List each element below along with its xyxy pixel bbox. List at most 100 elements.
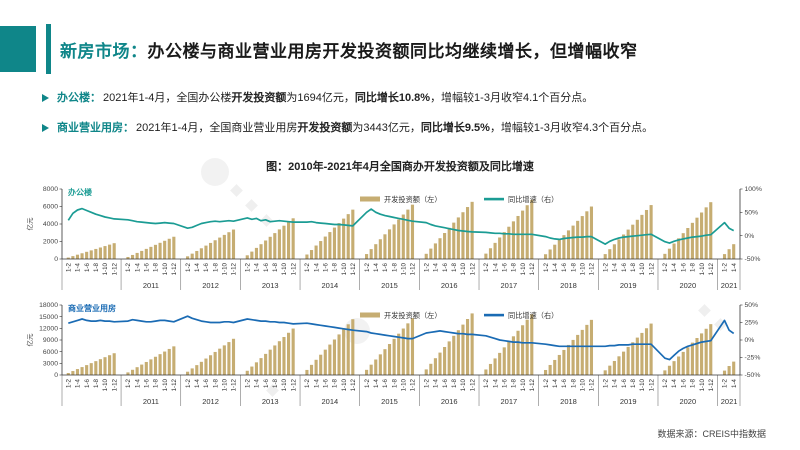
svg-text:1-6: 1-6 — [322, 262, 329, 272]
year-label: 2017 — [500, 281, 517, 290]
year-label: 2012 — [202, 281, 219, 290]
year-label: 2015 — [381, 281, 398, 290]
svg-text:1-4: 1-4 — [552, 378, 559, 388]
svg-text:1-12: 1-12 — [648, 262, 655, 275]
left-axis-tick: 12000 — [39, 326, 58, 333]
svg-text:1-12: 1-12 — [589, 378, 596, 391]
svg-text:1-4: 1-4 — [75, 378, 82, 388]
right-axis-tick: 25% — [745, 320, 759, 327]
svg-text:1-6: 1-6 — [84, 262, 91, 272]
bullet-text-segment: 为3443亿元， — [352, 122, 421, 134]
svg-text:1-4: 1-4 — [612, 378, 619, 388]
svg-text:1-4: 1-4 — [254, 262, 261, 272]
svg-text:1-4: 1-4 — [373, 262, 380, 272]
svg-text:1-12: 1-12 — [648, 378, 655, 391]
svg-text:1-2: 1-2 — [602, 378, 609, 388]
svg-text:1-10: 1-10 — [281, 262, 288, 275]
svg-text:1-12: 1-12 — [171, 378, 178, 391]
figure-title: 图：2010年-2021年4月全国商办开发投资额及同比增速 — [266, 161, 534, 173]
commercial-investment-chart: 1-2 1-4 1-6 1-8 1-10 1-12 1-2 1-4 1-6 1-8 1-10 1-12… — [25, 302, 760, 406]
svg-text:1-2: 1-2 — [304, 262, 311, 272]
svg-text:1-10: 1-10 — [639, 378, 646, 391]
svg-text:1-10: 1-10 — [699, 378, 706, 391]
left-axis-unit: 亿元 — [25, 333, 34, 347]
page-title-badge: 新房市场： — [60, 42, 148, 61]
svg-text:1-12: 1-12 — [589, 262, 596, 275]
year-label: 2020 — [679, 397, 696, 406]
svg-text:1-2: 1-2 — [722, 378, 729, 388]
svg-text:1-8: 1-8 — [212, 378, 219, 388]
svg-text:1-8: 1-8 — [451, 378, 458, 388]
svg-text:1-4: 1-4 — [373, 378, 380, 388]
svg-text:1-6: 1-6 — [442, 262, 449, 272]
svg-text:1-4: 1-4 — [671, 378, 678, 388]
svg-text:1-4: 1-4 — [75, 262, 82, 272]
svg-text:1-10: 1-10 — [102, 378, 109, 391]
left-axis-tick: 2000 — [43, 239, 58, 246]
svg-text:1-2: 1-2 — [662, 262, 669, 272]
svg-text:1-12: 1-12 — [111, 378, 118, 391]
yoy-growth-line — [67, 207, 735, 245]
year-label: 2017 — [500, 397, 517, 406]
accent-vertical-bar — [46, 24, 51, 74]
svg-text:1-12: 1-12 — [410, 262, 417, 275]
svg-text:1-8: 1-8 — [570, 262, 577, 272]
svg-text:1-2: 1-2 — [304, 378, 311, 388]
svg-text:1-10: 1-10 — [520, 378, 527, 391]
svg-text:1-4: 1-4 — [194, 378, 201, 388]
svg-text:1-4: 1-4 — [731, 262, 738, 272]
svg-text:1-12: 1-12 — [290, 262, 297, 275]
svg-text:1-6: 1-6 — [144, 378, 151, 388]
legend-label: 开发投资额（左） — [384, 195, 442, 204]
bullet-text-segment: 2021年1-4月，全国办公楼 — [103, 92, 232, 104]
x-tick-labels: 1-2 1-4 1-6 1-8 1-10 1-12 1-2 1-4 1-6 1-8 1-10 1-12… — [65, 262, 737, 275]
svg-text:1-4: 1-4 — [671, 262, 678, 272]
svg-text:1-8: 1-8 — [511, 378, 518, 388]
bars-series — [66, 199, 736, 259]
year-label: 2018 — [560, 281, 577, 290]
svg-text:1-2: 1-2 — [125, 262, 132, 272]
right-axis-tick: 50% — [745, 302, 759, 309]
svg-text:1-6: 1-6 — [621, 262, 628, 272]
svg-text:1-12: 1-12 — [231, 378, 238, 391]
page-title: 新房市场：办公楼与商业营业用房开发投资额同比均继续增长，但增幅收窄 — [60, 37, 638, 62]
svg-text:1-12: 1-12 — [350, 262, 357, 275]
svg-text:1-6: 1-6 — [382, 378, 389, 388]
legend-label: 同比增速（右） — [508, 311, 558, 320]
year-label: 2013 — [262, 397, 279, 406]
left-axis-tick: 0 — [54, 256, 58, 263]
legend: 开发投资额（左） 同比增速（右） — [360, 195, 558, 204]
year-label: 2015 — [381, 397, 398, 406]
axes — [59, 188, 743, 290]
svg-text:1-6: 1-6 — [442, 378, 449, 388]
year-label: 2011 — [143, 397, 159, 406]
svg-text:1-10: 1-10 — [520, 262, 527, 275]
svg-text:1-2: 1-2 — [364, 378, 371, 388]
svg-text:1-6: 1-6 — [382, 262, 389, 272]
svg-text:1-8: 1-8 — [93, 262, 100, 272]
svg-text:1-4: 1-4 — [731, 378, 738, 388]
svg-text:1-2: 1-2 — [423, 378, 430, 388]
svg-text:1-12: 1-12 — [290, 378, 297, 391]
bullet-label: 商业营业用房： — [57, 122, 134, 134]
svg-text:1-10: 1-10 — [400, 262, 407, 275]
svg-text:1-4: 1-4 — [433, 262, 440, 272]
svg-text:1-2: 1-2 — [364, 262, 371, 272]
svg-text:1-4: 1-4 — [492, 378, 499, 388]
year-label: 2016 — [441, 281, 458, 290]
svg-text:1-8: 1-8 — [272, 378, 279, 388]
year-label: 2011 — [143, 281, 159, 290]
bullet-text-segment: 为1694亿元， — [286, 92, 355, 104]
svg-text:1-4: 1-4 — [254, 378, 261, 388]
svg-text:1-12: 1-12 — [529, 262, 536, 275]
svg-text:1-12: 1-12 — [410, 378, 417, 391]
svg-text:1-6: 1-6 — [501, 262, 508, 272]
svg-text:1-6: 1-6 — [561, 262, 568, 272]
svg-text:1-2: 1-2 — [543, 262, 550, 272]
svg-text:1-2: 1-2 — [483, 378, 490, 388]
bullet-text-segment: 开发投资额 — [231, 92, 287, 104]
svg-text:1-4: 1-4 — [313, 378, 320, 388]
svg-text:1-12: 1-12 — [171, 262, 178, 275]
year-label: 2014 — [322, 281, 339, 290]
svg-text:1-8: 1-8 — [212, 262, 219, 272]
